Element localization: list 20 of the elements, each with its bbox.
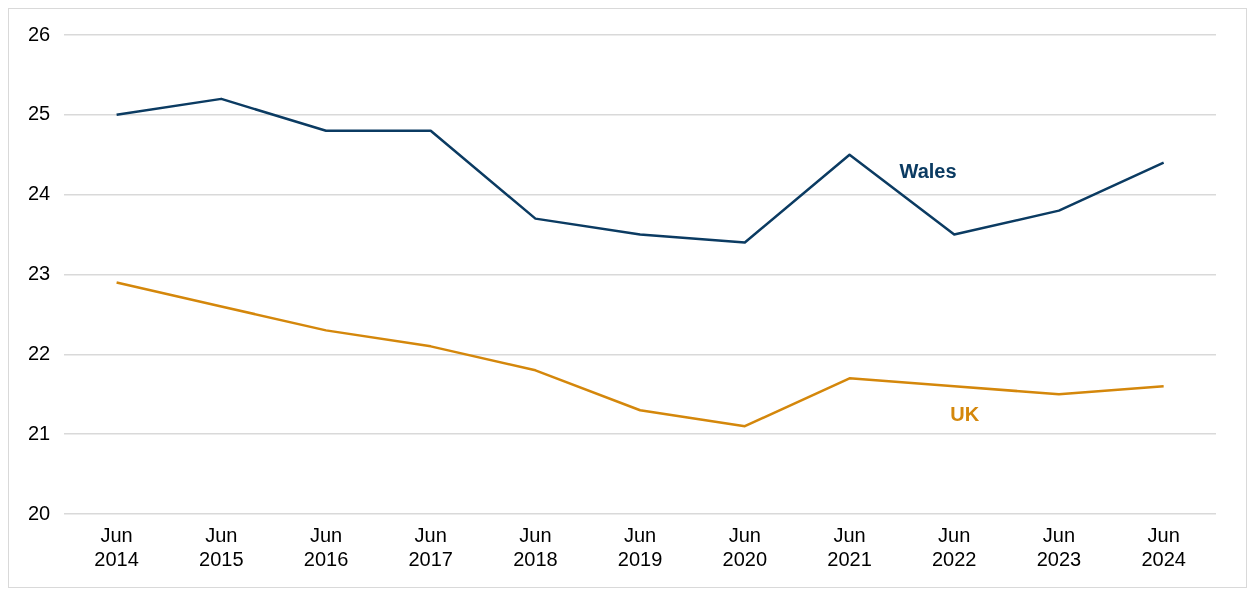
y-tick-label: 20 xyxy=(28,501,51,524)
x-tick-label: Jun 2014 xyxy=(94,523,139,570)
x-tick-label: Jun 2015 xyxy=(199,523,244,570)
x-tick-label: Jun 2019 xyxy=(617,523,663,570)
x-tick-label: Jun 2018 xyxy=(513,523,558,570)
x-tick-label: Jun 2017 xyxy=(408,523,453,570)
y-tick-label: 23 xyxy=(28,262,51,285)
x-tick-label: Jun 2020 xyxy=(722,523,768,570)
x-tick-label: Jun 2016 xyxy=(303,523,349,570)
series-label: UK xyxy=(950,402,980,425)
y-tick-label: 22 xyxy=(28,341,51,364)
y-tick-label: 26 xyxy=(28,22,51,45)
x-tick-label: Jun 2021 xyxy=(827,523,872,570)
series-label: Wales xyxy=(899,160,957,183)
x-tick-label: Jun 2023 xyxy=(1036,523,1082,570)
x-tick-label: Jun 2024 xyxy=(1141,523,1186,570)
y-tick-label: 25 xyxy=(28,102,51,125)
y-tick-label: 24 xyxy=(28,182,51,205)
y-tick-label: 21 xyxy=(28,421,51,444)
x-tick-label: Jun 2022 xyxy=(931,523,977,570)
